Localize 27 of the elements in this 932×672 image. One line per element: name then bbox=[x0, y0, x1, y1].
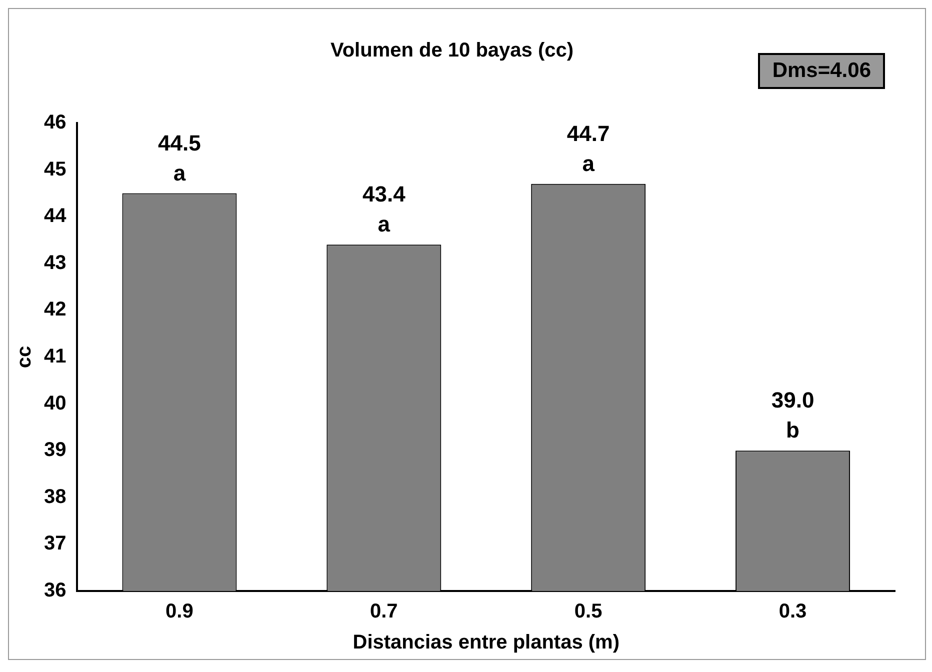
data-label: 39.0 bbox=[771, 388, 814, 413]
x-tick-label: 0.3 bbox=[778, 600, 807, 623]
y-tick-label: 39 bbox=[44, 439, 66, 462]
y-tick-label: 46 bbox=[44, 112, 66, 134]
y-tick-label: 40 bbox=[44, 392, 66, 414]
y-tick-label: 41 bbox=[44, 346, 66, 368]
x-tick-label: 0.5 bbox=[574, 600, 602, 623]
annotation: a bbox=[173, 160, 186, 186]
y-tick-label: 45 bbox=[44, 158, 66, 180]
chart-title: Volumen de 10 bayas (cc) bbox=[330, 40, 574, 62]
data-label: 44.7 bbox=[566, 120, 610, 146]
y-tick-label: 42 bbox=[44, 298, 66, 321]
text: Dms=4.06 bbox=[758, 53, 885, 89]
x-axis-title: Distancias entre plantas (m) bbox=[352, 632, 620, 654]
y-tick-label: 36 bbox=[44, 580, 66, 602]
y-tick-label: 44 bbox=[44, 205, 68, 228]
y-axis-title: cc bbox=[14, 346, 36, 368]
data-label: 44.5 bbox=[158, 130, 201, 156]
y-tick-label: 38 bbox=[44, 486, 66, 508]
annotation: a bbox=[378, 212, 391, 237]
y-tick-label: 37 bbox=[44, 532, 66, 555]
annotation: b bbox=[786, 418, 800, 443]
annotation: a bbox=[582, 150, 596, 176]
y-tick-label: 43 bbox=[44, 252, 66, 274]
data-label: 43.4 bbox=[362, 182, 406, 207]
x-tick-label: 0.7 bbox=[370, 600, 398, 623]
x-tick-label: 0.9 bbox=[166, 600, 194, 623]
